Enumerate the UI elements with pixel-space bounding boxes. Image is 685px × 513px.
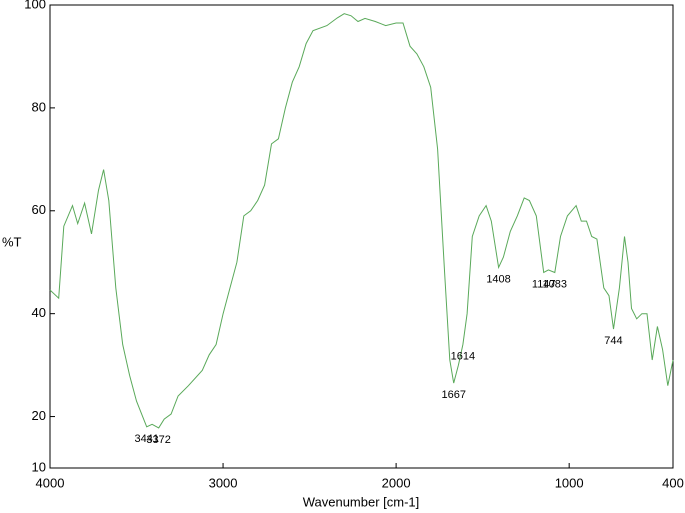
y-tick-label: 20 — [32, 408, 46, 423]
spectrum-line — [49, 13, 674, 429]
x-tick-label: 2000 — [382, 475, 411, 490]
x-axis-label: Wavenumber [cm-1] — [303, 494, 420, 509]
y-tick-label: 40 — [32, 305, 46, 320]
x-tick-label: 400 — [662, 475, 684, 490]
y-axis-label: %T — [2, 234, 22, 249]
y-tick-label: 60 — [32, 202, 46, 217]
peak-label: 744 — [604, 335, 622, 347]
y-tick-label: 100 — [24, 0, 46, 11]
plot-frame — [49, 4, 674, 469]
peak-label: 3441 — [134, 433, 158, 445]
x-tick-label: 3000 — [209, 475, 238, 490]
peak-label: 1614 — [451, 350, 475, 362]
peak-label: 3372 — [146, 434, 170, 446]
y-tick-label: 10 — [32, 459, 46, 474]
x-tick-label: 1000 — [555, 475, 584, 490]
y-tick-label: 80 — [32, 99, 46, 114]
peak-label: 1408 — [486, 273, 510, 285]
peak-label: 1147 — [532, 278, 556, 290]
x-tick-label: 4000 — [36, 475, 65, 490]
peak-label: 1667 — [441, 389, 465, 401]
peak-label: 1083 — [543, 278, 567, 290]
